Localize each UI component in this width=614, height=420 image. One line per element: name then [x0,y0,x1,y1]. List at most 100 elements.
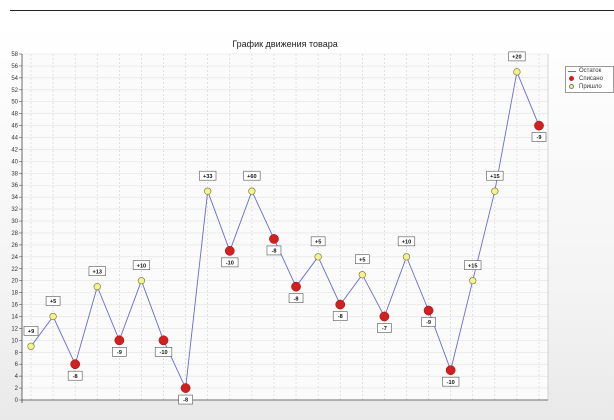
data-label: +15 [490,174,500,180]
legend-label: Пришло [579,84,602,90]
point-prishlo [204,187,212,195]
data-label: +15 [468,263,478,269]
data-label-box [397,236,416,247]
data-label: +10 [402,239,412,245]
point-spisano [379,311,390,322]
y-tick-label: 32 [11,207,18,213]
y-tick-label: 28 [11,231,18,237]
y-tick-label: 6 [15,362,19,368]
point-prishlo [491,187,499,195]
y-tick-label: 38 [11,171,18,177]
y-tick-label: 24 [11,255,18,261]
point-spisano [180,383,191,393]
y-tick-label: 26 [11,243,18,249]
data-label: -8 [183,398,188,404]
point-spisano [114,335,125,346]
y-tick-label: 48 [11,112,18,118]
y-tick-label: 54 [11,76,18,82]
legend-item-spisano: Списано [566,75,613,83]
y-tick-label: 42 [11,147,18,153]
data-label-box [508,51,526,62]
data-label: -10 [226,260,234,266]
point-prishlo [27,342,35,350]
point-spisano [423,305,434,316]
point-prishlo [49,312,57,321]
y-tick-label: 10 [11,338,18,344]
y-tick-label: 46 [11,124,18,130]
data-label-box [332,311,348,321]
y-tick-label: 20 [11,279,18,285]
point-spisano [534,120,544,131]
data-label-box [531,132,547,142]
point-prishlo [314,253,322,261]
data-label-box [221,257,239,268]
point-prishlo [93,283,101,291]
data-label: +5 [50,299,56,305]
data-label-box [266,245,282,256]
top-divider [10,10,614,11]
y-tick-label: 4 [15,374,19,380]
data-label: +20 [512,54,522,60]
y-tick-label: 8 [15,350,19,356]
point-prishlo [248,187,256,195]
point-spisano [269,234,279,244]
point-prishlo [358,271,366,279]
point-prishlo [513,68,521,76]
data-label-box [45,296,61,306]
yellow-dot-icon [568,84,576,90]
y-tick-label: 44 [11,136,18,142]
data-label-box [310,236,326,247]
data-label-box [243,170,261,181]
y-tick-label: 18 [11,291,18,297]
y-tick-label: 16 [11,303,18,309]
y-tick-label: 40 [11,159,18,165]
data-label: -7 [382,326,387,332]
point-spisano [158,335,169,346]
data-label-box [67,370,83,381]
data-label: -8 [73,374,78,380]
y-tick-label: 12 [11,326,18,332]
y-tick-label: 22 [11,267,18,273]
data-label-box [355,254,370,265]
data-label-box [23,326,39,336]
y-tick-label: 56 [11,64,18,70]
chart-title: График движения товара [232,39,337,49]
y-tick-label: 30 [11,219,18,225]
data-label: -8 [271,249,276,255]
y-tick-label: 14 [11,314,18,320]
y-tick-label: 58 [11,52,18,58]
data-label-box [464,260,482,270]
y-tick-label: 2 [15,386,19,392]
legend-label: Остаток [579,68,602,74]
point-spisano [70,359,81,370]
data-label: -9 [117,350,122,356]
data-label: -10 [159,350,167,356]
data-label: +10 [137,263,147,269]
data-label-box [178,394,193,405]
data-label: +5 [315,239,321,245]
data-label: -8 [338,314,343,320]
data-label: +5 [359,257,365,263]
data-label-box [88,266,106,276]
data-label-box [132,260,151,270]
data-label-box [112,347,127,357]
legend-label: Списано [579,76,603,82]
point-spisano [335,299,346,310]
data-label: +33 [203,174,213,180]
data-label: +13 [93,269,103,275]
plot-area [22,54,548,400]
point-spisano [224,246,235,256]
data-label: -10 [447,380,455,386]
line-mark-icon [568,68,576,74]
legend-item-ostatok: Остаток [566,67,613,75]
data-label-box [377,323,392,333]
data-label-box [486,170,504,181]
series-line-ostatok [30,70,540,390]
point-prishlo [137,277,146,285]
data-label-box [421,317,436,327]
data-label: +9 [28,329,34,335]
y-tick-label: 52 [11,88,18,94]
point-prishlo [469,277,477,285]
y-tick-label: 50 [11,100,18,106]
data-label: +60 [247,174,257,180]
